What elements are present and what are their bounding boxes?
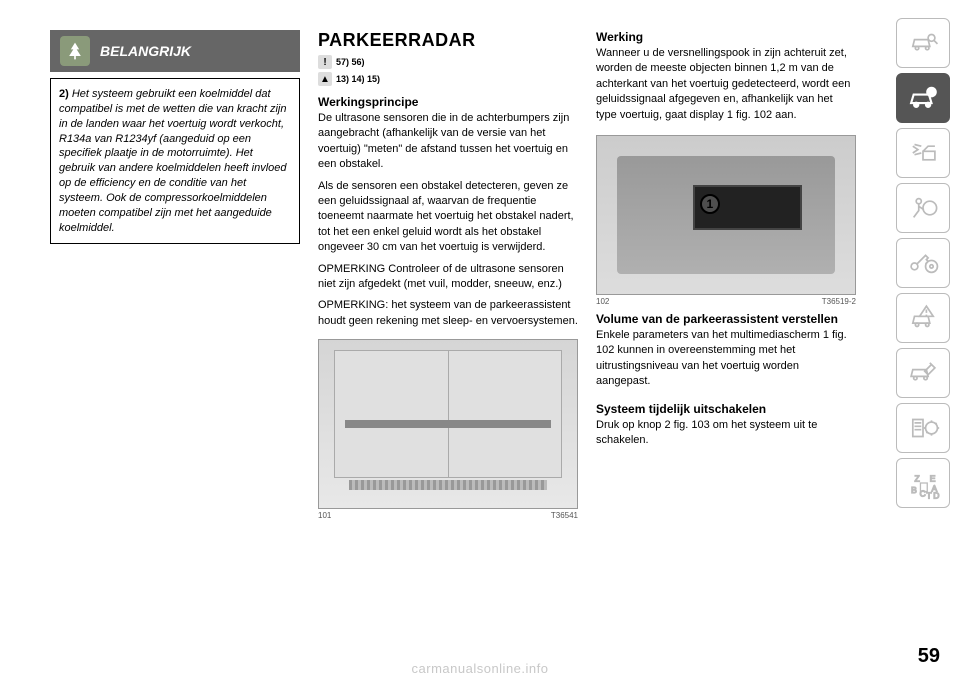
svg-text:E: E <box>930 473 936 483</box>
content-columns: BELANGRIJK 2) Het systeem gebruikt een k… <box>50 30 860 640</box>
heading-disable: Systeem tijdelijk uitschakelen <box>596 402 856 416</box>
callout-marker-1: 1 <box>700 194 720 214</box>
watermark: carmanualsonline.info <box>0 661 960 676</box>
svg-text:D: D <box>933 490 939 500</box>
tab-search-car-icon[interactable] <box>896 18 950 68</box>
tab-index-icon[interactable]: ZEBACTD <box>896 458 950 508</box>
figure-102-caption: 102 T36519-2 <box>596 297 856 306</box>
ref-text-1: 57) 56) <box>336 57 365 67</box>
fig1-code: T36541 <box>551 511 578 520</box>
tab-car-info-icon[interactable]: i <box>896 73 950 123</box>
svg-text:i: i <box>931 90 933 97</box>
fig1-num: 101 <box>318 511 331 520</box>
callout-1-label: 1 <box>706 197 713 211</box>
tab-specs-icon[interactable] <box>896 403 950 453</box>
tab-airbag-icon[interactable] <box>896 183 950 233</box>
note-number: 2) <box>59 88 69 100</box>
tab-service-icon[interactable] <box>896 348 950 398</box>
note-text: Het systeem gebruikt een koelmiddel dat … <box>59 88 287 234</box>
caution-icon: ▲ <box>318 72 332 86</box>
important-note: 2) Het systeem gebruikt een koelmiddel d… <box>50 78 300 244</box>
important-header: BELANGRIJK <box>50 30 300 72</box>
heading-principle: Werkingsprincipe <box>318 95 578 109</box>
fig2-num: 102 <box>596 297 609 306</box>
figure-101 <box>318 339 578 509</box>
figure-101-caption: 101 T36541 <box>318 511 578 520</box>
van-step <box>349 480 547 490</box>
ref-line-1: ! 57) 56) <box>318 55 578 69</box>
column-1: BELANGRIJK 2) Het systeem gebruikt een k… <box>50 30 300 640</box>
column-2: PARKEERRADAR ! 57) 56) ▲ 13) 14) 15) Wer… <box>318 30 578 640</box>
section-tabs: i ZEBACTD <box>896 18 950 508</box>
tab-warning-car-icon[interactable] <box>896 293 950 343</box>
ref-line-2: ▲ 13) 14) 15) <box>318 72 578 86</box>
tree-icon <box>60 36 90 66</box>
svg-text:Z: Z <box>915 473 920 483</box>
figure-102: 1 <box>596 135 856 295</box>
important-label: BELANGRIJK <box>100 43 191 59</box>
para-c3-1: Wanneer u de versnellingspook in zijn ac… <box>596 46 856 123</box>
heading-werking: Werking <box>596 30 856 44</box>
column-3: Werking Wanneer u de versnellingspook in… <box>596 30 856 640</box>
para-c2-4: OPMERKING: het systeem van de parkeerass… <box>318 298 578 329</box>
svg-text:B: B <box>911 485 917 495</box>
heading-volume: Volume van de parkeerassistent verstelle… <box>596 312 856 326</box>
section-title: PARKEERRADAR <box>318 30 578 51</box>
van-rear-illustration <box>334 350 562 478</box>
tab-key-steering-icon[interactable] <box>896 238 950 288</box>
para-c2-1: De ultrasone sensoren die in de achterbu… <box>318 111 578 173</box>
para-c2-3: OPMERKING Controleer of de ultrasone sen… <box>318 262 578 293</box>
fig2-code: T36519-2 <box>822 297 856 306</box>
tab-lights-icon[interactable] <box>896 128 950 178</box>
para-c3-2: Enkele parameters van het multimediasche… <box>596 328 856 390</box>
dashboard-illustration: 1 <box>617 156 835 274</box>
manual-page: BELANGRIJK 2) Het systeem gebruikt een k… <box>0 0 960 678</box>
van-bumper-bar <box>345 420 551 428</box>
para-c3-3: Druk op knop 2 fig. 103 om het systeem u… <box>596 418 856 449</box>
ref-text-2: 13) 14) 15) <box>336 74 380 84</box>
para-c2-2: Als de sensoren een obstakel detecteren,… <box>318 179 578 256</box>
warning-icon: ! <box>318 55 332 69</box>
